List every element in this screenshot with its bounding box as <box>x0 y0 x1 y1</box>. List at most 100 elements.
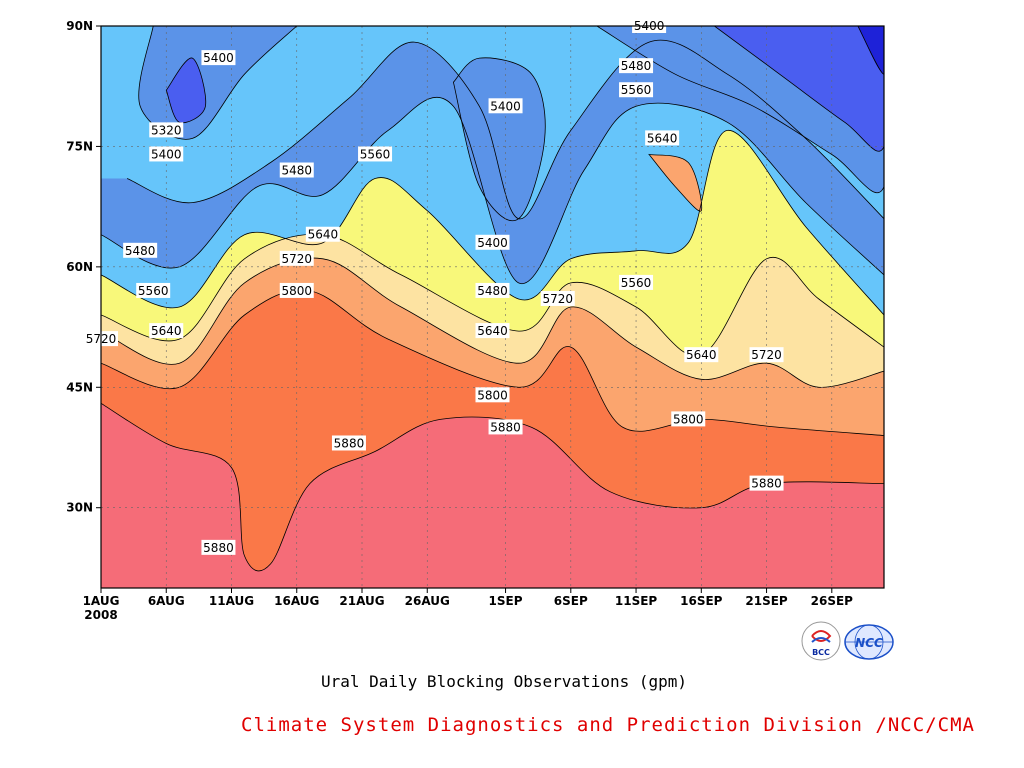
contour-label-text: 5480 <box>477 284 508 298</box>
contour-label-10: 5720 <box>279 250 314 266</box>
y-tick-label-4: 90N <box>66 19 93 33</box>
contour-line-5560 <box>101 129 884 316</box>
y-tick-label-0: 30N <box>66 501 93 515</box>
contour-label-text: 5640 <box>151 324 182 338</box>
x-tick-label-8: 11SEP <box>615 594 658 608</box>
contour-label-9: 5640 <box>305 226 340 242</box>
contour-label-box <box>475 282 510 298</box>
x-tick-label-4: 21AUG <box>339 594 384 608</box>
contour-label-text: 5720 <box>281 252 312 266</box>
contour-line-5400 <box>126 39 884 220</box>
x-tick-label-7: 6SEP <box>554 594 588 608</box>
contour-label-text: 5560 <box>621 83 652 97</box>
grid-lines <box>101 26 884 588</box>
plot-frame <box>100 25 885 589</box>
contour-label-text: 5560 <box>621 276 652 290</box>
y-tick-label-1: 45N <box>66 380 93 394</box>
bcc-logo: BCC <box>801 621 841 661</box>
contour-label-text: 5720 <box>751 348 782 362</box>
x-tick-label-0: 1AUG <box>83 594 120 608</box>
contour-label-25: 5560 <box>619 274 654 290</box>
contour-label-box <box>475 323 510 339</box>
x-tick-label-3: 16AUG <box>274 594 319 608</box>
contour-label-box <box>619 82 654 98</box>
contour-label-15: 5400 <box>475 234 510 250</box>
contour-label-box <box>749 475 784 491</box>
credit-text: Climate System Diagnostics and Predictio… <box>241 714 975 736</box>
contour-label-box <box>279 250 314 266</box>
contour-labels: 5400 5320 5400 5480 5560 5480 5560 5640 5720 5640… <box>84 18 784 555</box>
contour-label-29: 5880 <box>749 475 784 491</box>
contour-label-text: 5480 <box>281 164 312 178</box>
contour-label-text: 5400 <box>151 147 182 161</box>
contour-label-11: 5800 <box>279 282 314 298</box>
contour-lines <box>101 26 884 572</box>
contour-label-text: 5560 <box>138 284 169 298</box>
contour-label-2: 5400 <box>149 146 184 162</box>
warm-pocket <box>648 153 703 212</box>
contour-label-text: 5880 <box>203 541 234 555</box>
contour-label-28: 5800 <box>671 411 706 427</box>
x-tick-label-5: 26AUG <box>405 594 450 608</box>
contour-label-text: 5640 <box>308 228 339 242</box>
contour-label-box <box>149 146 184 162</box>
contour-label-box <box>201 539 236 555</box>
x-tick-sublabel: 2008 <box>84 608 117 622</box>
x-tick-label-2: 11AUG <box>209 594 254 608</box>
contour-label-text: 5640 <box>477 324 508 338</box>
contour-label-box <box>136 282 171 298</box>
contour-label-4: 5560 <box>358 146 393 162</box>
contour-label-box <box>671 411 706 427</box>
contour-label-text: 5400 <box>477 236 508 250</box>
contour-label-text: 5800 <box>477 388 508 402</box>
y-tick-label-3: 75N <box>66 139 93 153</box>
contour-label-19: 5880 <box>488 419 523 435</box>
contour-label-16: 5480 <box>475 282 510 298</box>
x-tick-label-11: 26SEP <box>811 594 854 608</box>
contour-label-text: 5880 <box>751 477 782 491</box>
pocket-3 <box>713 26 884 152</box>
contour-label-12: 5880 <box>331 435 366 451</box>
contour-label-box <box>279 282 314 298</box>
bcc-logo-text: BCC <box>812 648 830 657</box>
contour-label-box <box>475 387 510 403</box>
contour-label-box <box>331 435 366 451</box>
contour-label-text: 5400 <box>490 99 521 113</box>
contour-label-27: 5720 <box>749 347 784 363</box>
x-tick-label-9: 16SEP <box>680 594 723 608</box>
contour-label-box <box>149 323 184 339</box>
contour-label-text: 5560 <box>360 147 391 161</box>
contour-label-text: 5800 <box>673 412 704 426</box>
contour-label-box <box>645 130 680 146</box>
contour-label-box <box>475 234 510 250</box>
contour-line-5480 <box>101 96 884 284</box>
contour-label-box <box>540 290 575 306</box>
contour-label-box <box>123 242 158 258</box>
contour-label-17: 5640 <box>475 323 510 339</box>
y-axis: 30N 45N 60N 75N 90N <box>66 19 101 515</box>
contour-line-5800 <box>101 289 884 436</box>
contour-label-3: 5480 <box>279 162 314 178</box>
contour-label-5: 5480 <box>123 242 158 258</box>
contour-label-text: 5880 <box>334 436 365 450</box>
pocket-1 <box>165 57 207 124</box>
contour-label-23: 5560 <box>619 82 654 98</box>
contour-label-box <box>358 146 393 162</box>
contour-label-text: 5480 <box>125 244 156 258</box>
contour-label-14: 5400 <box>488 98 523 114</box>
contour-label-24: 5640 <box>645 130 680 146</box>
contour-line-5640 <box>101 233 884 357</box>
contour-chart: 5400 5320 5400 5480 5560 5480 5560 5640 5720 5640… <box>66 18 885 622</box>
contour-label-text: 5880 <box>490 420 521 434</box>
contour-label-text: 5640 <box>686 348 717 362</box>
contour-label-box <box>488 98 523 114</box>
contour-label-26: 5640 <box>684 347 719 363</box>
contour-label-box <box>619 58 654 74</box>
contour-label-box <box>488 419 523 435</box>
contour-label-text: 5800 <box>281 284 312 298</box>
contour-label-6: 5560 <box>136 282 171 298</box>
contour-label-0: 5400 <box>201 50 236 66</box>
contour-label-box <box>619 274 654 290</box>
ncc-logo-text: NCC <box>855 636 883 650</box>
